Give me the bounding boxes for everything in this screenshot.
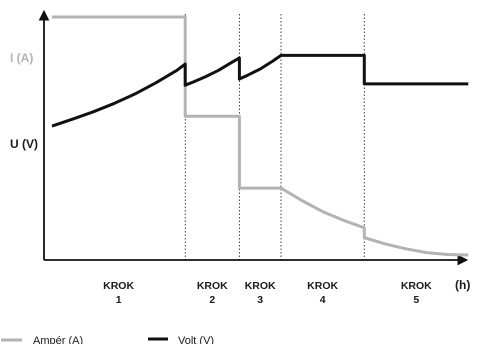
step-4-label: KROK	[307, 280, 338, 292]
step-dividers	[184, 14, 365, 260]
voltage-axis-label: U (V)	[10, 137, 38, 151]
step-5-number: 5	[413, 294, 419, 306]
step-labels: KROK 1 KROK 2 KROK 3 KROK 4 KROK 5	[103, 280, 432, 306]
step-1-label: KROK	[103, 280, 134, 292]
series-layer	[51, 15, 469, 257]
x-axis-unit-label: (h)	[455, 278, 470, 292]
step-1-number: 1	[116, 294, 122, 306]
current-series-line	[52, 15, 469, 257]
step-3-label: KROK	[245, 280, 276, 292]
current-axis-label: I (A)	[10, 51, 33, 65]
step-2-number: 2	[209, 294, 215, 306]
legend: Ampér (A) Volt (V)	[1, 335, 214, 344]
step-4-number: 4	[320, 294, 326, 306]
step-2-label: KROK	[197, 280, 228, 292]
legend-voltage-label: Volt (V)	[178, 335, 214, 344]
step-3-number: 3	[257, 294, 263, 306]
legend-current-label: Ampér (A)	[33, 335, 83, 344]
voltage-series-line	[51, 53, 469, 128]
step-5-label: KROK	[401, 280, 432, 292]
